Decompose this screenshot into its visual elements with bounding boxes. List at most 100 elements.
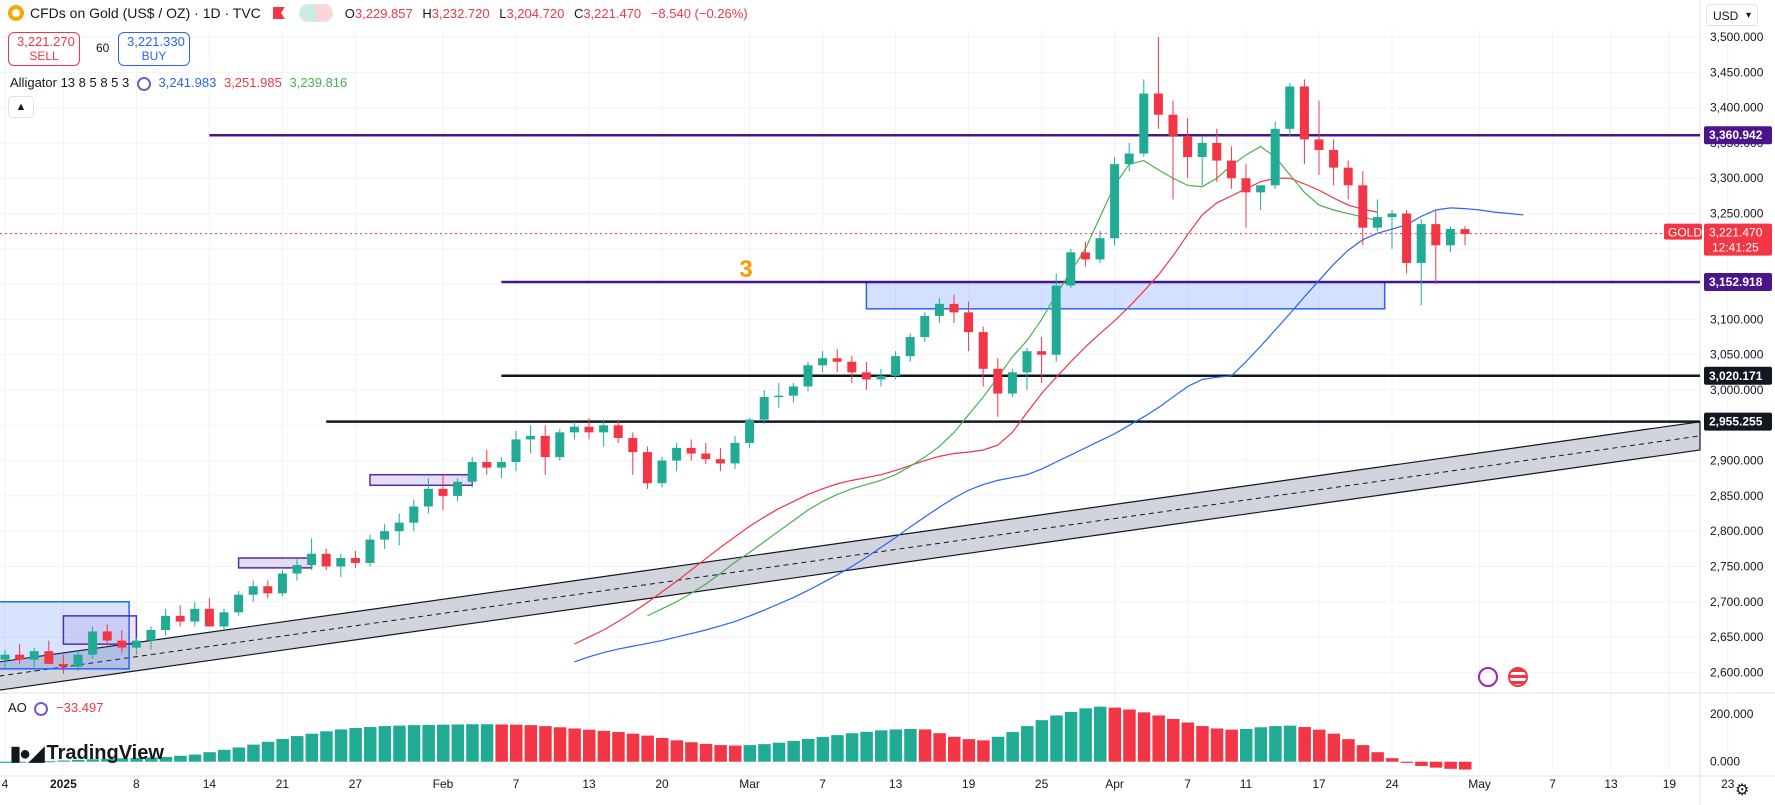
candle-body: [1051, 285, 1061, 355]
x-tick-label: 11: [1240, 777, 1253, 791]
x-tick-label: 13: [889, 777, 903, 791]
candle: [1416, 219, 1426, 306]
tradingview-logo[interactable]: ▮●◢ TradingView: [10, 741, 164, 766]
symbol-tag-text: GOLD: [1668, 226, 1702, 240]
level-price-tag-bg: [1704, 126, 1772, 145]
ohlc-close: 3,221.470: [583, 5, 642, 21]
candle: [0, 649, 10, 669]
alligator-legend[interactable]: Alligator 13 8 5 8 5 3 3,241.983 3,251.9…: [10, 75, 347, 91]
ao-bar: [699, 743, 713, 762]
candle: [44, 640, 54, 664]
ao-bar: [1342, 739, 1355, 762]
candle-body: [409, 506, 419, 523]
currency-select[interactable]: USD: [1706, 4, 1758, 27]
ao-bar: [1269, 726, 1282, 762]
candle: [759, 390, 769, 424]
candle-body: [73, 654, 83, 667]
level-price-tag-text: 3,152.918: [1709, 275, 1763, 289]
ao-bar: [42, 761, 56, 763]
ao-bar: [1327, 733, 1341, 762]
candle-body: [482, 462, 492, 468]
candle: [58, 654, 68, 674]
candle: [1022, 347, 1032, 390]
candle-body: [15, 654, 25, 660]
ao-bar: [1035, 720, 1049, 762]
candle-body: [467, 462, 477, 482]
ohlc-close-key: C: [573, 5, 584, 21]
ao-bar: [962, 739, 976, 762]
flag-icon[interactable]: [272, 7, 285, 19]
ao-legend[interactable]: AO −33.497: [8, 700, 103, 716]
ao-bar: [495, 724, 508, 762]
ao-name: AO: [8, 700, 27, 715]
candle-body: [599, 425, 609, 433]
candle: [146, 626, 156, 650]
ao-bar: [875, 730, 888, 762]
y-tick-label: 3,250.000: [1710, 207, 1764, 221]
candle: [365, 534, 375, 567]
buy-button[interactable]: 3,221.330 BUY: [118, 32, 190, 66]
candle-body: [1110, 164, 1120, 239]
ao-bar: [816, 737, 830, 762]
candle-body: [1285, 86, 1295, 129]
ao-bar: [291, 736, 304, 762]
candle-body: [1066, 252, 1076, 286]
ao-bar: [948, 736, 961, 762]
brand-name: TradingView: [46, 742, 164, 764]
candle: [161, 608, 171, 636]
ao-bar: [1313, 729, 1326, 762]
candle-body: [1402, 213, 1412, 263]
ao-bar: [977, 740, 990, 762]
candle-body: [1256, 185, 1266, 193]
ao-bar: [991, 736, 1005, 762]
candle-body: [88, 631, 98, 655]
candle-body: [175, 615, 185, 622]
settings-gear-icon[interactable]: ⚙: [1735, 782, 1750, 799]
us-flag-icon[interactable]: [1508, 667, 1528, 687]
candle-body: [730, 442, 740, 464]
x-tick-label: Apr: [1105, 777, 1124, 791]
candle-body: [307, 553, 317, 566]
candle: [1402, 210, 1412, 274]
candle: [1066, 248, 1076, 288]
candle: [1153, 37, 1163, 129]
ao-bar: [1123, 709, 1136, 762]
alligator-teeth-value: 3,251.985: [223, 75, 282, 90]
lightning-icon[interactable]: [1478, 667, 1498, 687]
candle: [15, 644, 25, 664]
candle-body: [248, 586, 258, 595]
collapse-legend-button[interactable]: ▲: [8, 96, 34, 118]
sell-button[interactable]: 3,221.270 SELL: [8, 32, 80, 66]
candle-body: [1241, 178, 1251, 193]
candle: [1285, 82, 1295, 136]
status-pill[interactable]: [298, 4, 333, 22]
x-tick-label: Feb: [433, 777, 454, 791]
sell-label: SELL: [29, 49, 59, 63]
candle: [423, 478, 433, 514]
candle-body: [920, 315, 930, 338]
candle: [949, 294, 959, 323]
ao-bar: [1006, 732, 1019, 762]
candle-body: [365, 539, 375, 563]
ao-bar: [218, 749, 231, 762]
y-tick-label: 3,100.000: [1710, 312, 1764, 326]
candle: [774, 382, 784, 408]
ao-bar: [1371, 752, 1384, 762]
candle: [204, 598, 214, 627]
candle-body: [1270, 128, 1280, 186]
candle: [613, 419, 623, 443]
ao-bar: [334, 729, 348, 762]
candle: [350, 550, 360, 568]
ao-bar: [1356, 745, 1370, 762]
ao-bar: [261, 741, 275, 762]
ao-bar: [393, 725, 406, 762]
ao-bar: [787, 740, 800, 762]
quantity-value[interactable]: 60: [96, 41, 110, 55]
candle: [321, 548, 331, 570]
candle-body: [642, 452, 652, 484]
level-price-tag-text: 2,955.255: [1709, 415, 1763, 429]
symbol-title[interactable]: CFDs on Gold (US$ / OZ) · 1D · TVC: [30, 5, 261, 21]
ao-value: −33.497: [56, 700, 104, 715]
candle: [672, 442, 682, 472]
